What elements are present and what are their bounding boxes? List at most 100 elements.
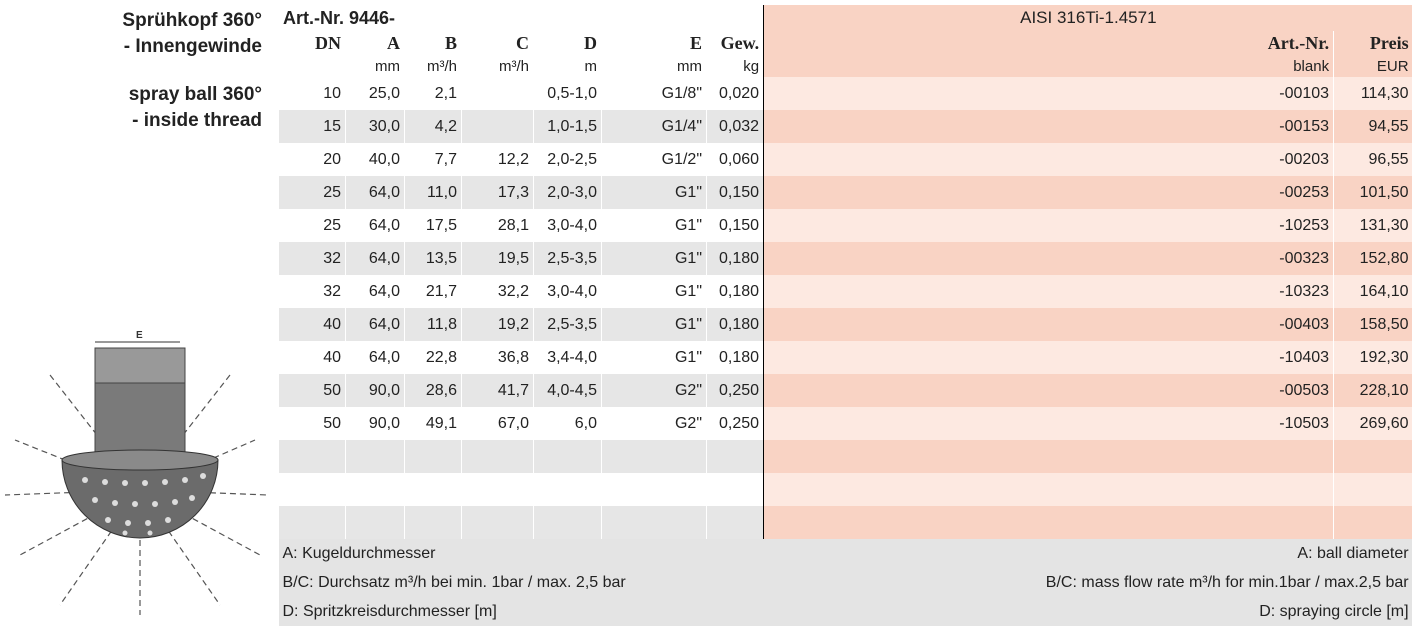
- title-line: - Innengewinde: [123, 36, 262, 57]
- table-cell: 0,020: [705, 77, 764, 110]
- table-cell: 2,0-2,5: [533, 143, 602, 176]
- table-cell: [705, 506, 764, 539]
- table-cell: 114,30: [1333, 77, 1412, 110]
- table-cell: 192,30: [1333, 341, 1412, 374]
- table-row: A: Kugeldurchmesser A: ball diameter: [278, 539, 1412, 568]
- table-cell: [461, 473, 534, 506]
- table-cell: 30,0: [345, 110, 405, 143]
- table-row: [278, 506, 1412, 539]
- side-title: Sprühkopf 360° - Innengewinde spray ball…: [0, 8, 262, 134]
- table-row: 50 90,0 28,6 41,7 4,0-4,5 G2" 0,250 -00503 228,1…: [278, 374, 1412, 407]
- table-cell: [345, 506, 405, 539]
- table-row: mm m³/h m³/h m mm kg blank EUR: [278, 55, 1412, 77]
- table-cell: 96,55: [1333, 143, 1412, 176]
- table-cell: 94,55: [1333, 110, 1412, 143]
- table-cell: [601, 506, 707, 539]
- table-cell: G1": [601, 308, 707, 341]
- table-cell: [461, 110, 534, 143]
- table-cell: 13,5: [404, 242, 462, 275]
- table-row: DN A B C D E Gew. Art.-Nr. Preis: [278, 31, 1412, 55]
- table-cell: -10503: [763, 407, 1334, 440]
- table-cell: 131,30: [1333, 209, 1412, 242]
- table-cell: 50: [278, 374, 346, 407]
- note-de: A: Kugeldurchmesser: [278, 539, 602, 568]
- table-cell: 0,250: [705, 374, 764, 407]
- table-cell: 11,0: [404, 176, 462, 209]
- table-cell: -10253: [763, 209, 1334, 242]
- table-cell: -00253: [763, 176, 1334, 209]
- table-cell: 0,180: [705, 242, 764, 275]
- table-cell: 64,0: [345, 242, 405, 275]
- table-row: 50 90,0 49,1 67,0 6,0 G2" 0,250 -10503 269,60: [278, 407, 1412, 440]
- table-cell: [404, 440, 462, 473]
- table-cell: 158,50: [1333, 308, 1412, 341]
- table-cell: 25,0: [345, 77, 405, 110]
- table-cell: 3,0-4,0: [533, 275, 602, 308]
- table-cell: 269,60: [1333, 407, 1412, 440]
- table-row: [278, 473, 1412, 506]
- title-line: - inside thread: [132, 110, 262, 131]
- table-cell: [404, 506, 462, 539]
- table-cell: 6,0: [533, 407, 602, 440]
- table-row: 25 64,0 17,5 28,1 3,0-4,0 G1" 0,150 -10253 131,3…: [278, 209, 1412, 242]
- table-row: 15 30,0 4,2 1,0-1,5 G1/4" 0,032 -00153 94,55: [278, 110, 1412, 143]
- table-cell: 25: [278, 209, 346, 242]
- table-row: D: Spritzkreisdurchmesser [m] D: spraying…: [278, 597, 1412, 626]
- table-cell: 228,10: [1333, 374, 1412, 407]
- table-cell: [533, 506, 602, 539]
- table-cell: 32: [278, 242, 346, 275]
- table-title: Art.-Nr. 9446-: [277, 5, 764, 31]
- table-cell: 64,0: [345, 209, 405, 242]
- table-cell: 2,5-3,5: [533, 242, 602, 275]
- table-row: 32 64,0 21,7 32,2 3,0-4,0 G1" 0,180 -10323 164,1…: [278, 275, 1412, 308]
- column-header: D: [533, 31, 602, 55]
- table-cell: [705, 473, 764, 506]
- table-cell: 15: [278, 110, 346, 143]
- table-cell: 19,5: [461, 242, 534, 275]
- table-cell: G1": [601, 275, 707, 308]
- table-cell: [763, 473, 1334, 506]
- note-en: B/C: mass flow rate m³/h for min.1bar / …: [601, 568, 1412, 597]
- column-unit: EUR: [1333, 55, 1412, 77]
- table-cell: 3,0-4,0: [533, 209, 602, 242]
- table-cell: G1/4": [601, 110, 707, 143]
- table-cell: 0,060: [705, 143, 764, 176]
- table-cell: 28,1: [461, 209, 534, 242]
- table-row: 20 40,0 7,7 12,2 2,0-2,5 G1/2" 0,060 -00203 96,5…: [278, 143, 1412, 176]
- table-cell: [278, 440, 346, 473]
- table-cell: 3,4-4,0: [533, 341, 602, 374]
- note-de: D: Spritzkreisdurchmesser [m]: [278, 597, 602, 626]
- table-cell: 0,150: [705, 209, 764, 242]
- table-cell: 36,8: [461, 341, 534, 374]
- table-cell: G2": [601, 374, 707, 407]
- table-cell: -00403: [763, 308, 1334, 341]
- title-line: Sprühkopf 360°: [122, 10, 262, 31]
- table-cell: 12,2: [461, 143, 534, 176]
- table-cell: 40: [278, 308, 346, 341]
- table-row: [278, 440, 1412, 473]
- column-header: DN: [278, 31, 346, 55]
- table-cell: 32: [278, 275, 346, 308]
- table-cell: 49,1: [404, 407, 462, 440]
- table-cell: 90,0: [345, 407, 405, 440]
- table-cell: G1": [601, 209, 707, 242]
- table-cell: -00103: [763, 77, 1334, 110]
- table-cell: [601, 440, 707, 473]
- material: AISI 316Ti-1.4571: [763, 5, 1412, 31]
- table-cell: [404, 473, 462, 506]
- table-cell: 0,5-1,0: [533, 77, 602, 110]
- column-header: A: [345, 31, 405, 55]
- table-cell: [278, 506, 346, 539]
- column-header: Preis: [1333, 31, 1412, 55]
- table-row: 32 64,0 13,5 19,5 2,5-3,5 G1" 0,180 -00323 152,8…: [278, 242, 1412, 275]
- table-cell: 64,0: [345, 176, 405, 209]
- column-header: Gew.: [705, 31, 764, 55]
- column-unit: blank: [763, 55, 1334, 77]
- table-cell: [1333, 506, 1412, 539]
- table-cell: [461, 440, 534, 473]
- note-de: B/C: Durchsatz m³/h bei min. 1bar / max.…: [278, 568, 626, 597]
- table-cell: -00503: [763, 374, 1334, 407]
- table-cell: [1333, 440, 1412, 473]
- table-cell: 17,5: [404, 209, 462, 242]
